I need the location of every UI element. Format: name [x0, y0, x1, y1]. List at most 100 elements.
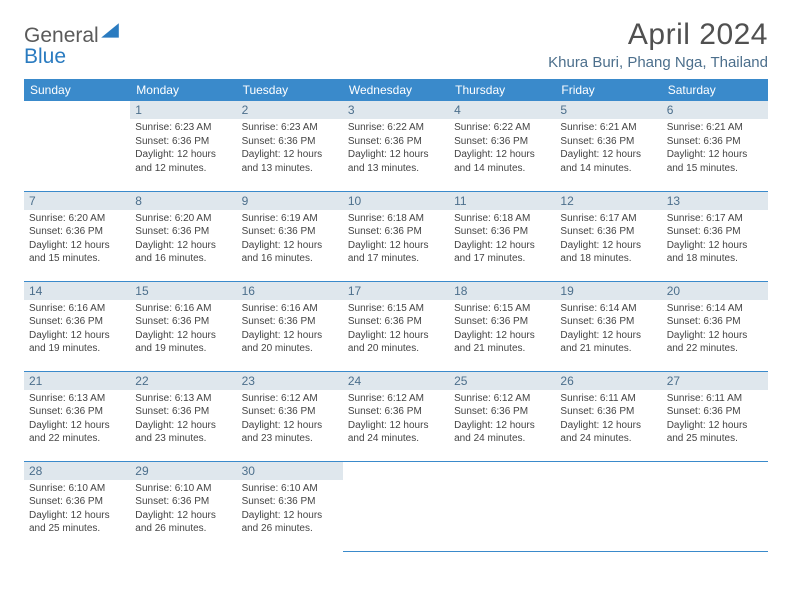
- day-header: Saturday: [662, 79, 768, 101]
- day-detail: Sunrise: 6:23 AMSunset: 6:36 PMDaylight:…: [237, 119, 343, 179]
- sunset-text: Sunset: 6:36 PM: [135, 405, 231, 419]
- calendar-body: 1Sunrise: 6:23 AMSunset: 6:36 PMDaylight…: [24, 101, 768, 551]
- day-number: 24: [343, 372, 449, 390]
- day-detail: Sunrise: 6:13 AMSunset: 6:36 PMDaylight:…: [130, 390, 236, 450]
- day-cell: 4Sunrise: 6:22 AMSunset: 6:36 PMDaylight…: [449, 101, 555, 191]
- day-number: 19: [555, 282, 661, 300]
- day-number: 20: [662, 282, 768, 300]
- daylight-text: Daylight: 12 hours and 19 minutes.: [29, 329, 125, 356]
- day-detail: Sunrise: 6:11 AMSunset: 6:36 PMDaylight:…: [555, 390, 661, 450]
- day-cell: 23Sunrise: 6:12 AMSunset: 6:36 PMDayligh…: [237, 371, 343, 461]
- sunrise-text: Sunrise: 6:20 AM: [29, 212, 125, 226]
- sunrise-text: Sunrise: 6:10 AM: [242, 482, 338, 496]
- day-cell: 29Sunrise: 6:10 AMSunset: 6:36 PMDayligh…: [130, 461, 236, 551]
- daylight-text: Daylight: 12 hours and 13 minutes.: [348, 148, 444, 175]
- day-number: 28: [24, 462, 130, 480]
- sunset-text: Sunset: 6:36 PM: [135, 225, 231, 239]
- sunrise-text: Sunrise: 6:18 AM: [454, 212, 550, 226]
- sunset-text: Sunset: 6:36 PM: [29, 315, 125, 329]
- daylight-text: Daylight: 12 hours and 24 minutes.: [454, 419, 550, 446]
- sunset-text: Sunset: 6:36 PM: [667, 315, 763, 329]
- daylight-text: Daylight: 12 hours and 17 minutes.: [348, 239, 444, 266]
- day-cell: [24, 101, 130, 191]
- sunset-text: Sunset: 6:36 PM: [242, 135, 338, 149]
- day-detail: Sunrise: 6:22 AMSunset: 6:36 PMDaylight:…: [343, 119, 449, 179]
- sunset-text: Sunset: 6:36 PM: [29, 225, 125, 239]
- day-detail: Sunrise: 6:12 AMSunset: 6:36 PMDaylight:…: [343, 390, 449, 450]
- sunrise-text: Sunrise: 6:10 AM: [29, 482, 125, 496]
- day-header: Tuesday: [237, 79, 343, 101]
- day-cell: 9Sunrise: 6:19 AMSunset: 6:36 PMDaylight…: [237, 191, 343, 281]
- sunrise-text: Sunrise: 6:18 AM: [348, 212, 444, 226]
- sunset-text: Sunset: 6:36 PM: [242, 495, 338, 509]
- calendar-head: SundayMondayTuesdayWednesdayThursdayFrid…: [24, 79, 768, 101]
- sunrise-text: Sunrise: 6:15 AM: [454, 302, 550, 316]
- day-cell: 21Sunrise: 6:13 AMSunset: 6:36 PMDayligh…: [24, 371, 130, 461]
- sunrise-text: Sunrise: 6:22 AM: [454, 121, 550, 135]
- day-detail: Sunrise: 6:16 AMSunset: 6:36 PMDaylight:…: [24, 300, 130, 360]
- daylight-text: Daylight: 12 hours and 23 minutes.: [242, 419, 338, 446]
- day-detail: Sunrise: 6:14 AMSunset: 6:36 PMDaylight:…: [662, 300, 768, 360]
- day-number: 22: [130, 372, 236, 390]
- day-number: 3: [343, 101, 449, 119]
- daylight-text: Daylight: 12 hours and 26 minutes.: [242, 509, 338, 536]
- sunset-text: Sunset: 6:36 PM: [348, 135, 444, 149]
- logo-word-2: Blue: [24, 45, 66, 68]
- day-detail: Sunrise: 6:12 AMSunset: 6:36 PMDaylight:…: [237, 390, 343, 450]
- day-detail: Sunrise: 6:15 AMSunset: 6:36 PMDaylight:…: [343, 300, 449, 360]
- day-detail: Sunrise: 6:12 AMSunset: 6:36 PMDaylight:…: [449, 390, 555, 450]
- daylight-text: Daylight: 12 hours and 21 minutes.: [560, 329, 656, 356]
- sunset-text: Sunset: 6:36 PM: [454, 315, 550, 329]
- day-cell: 12Sunrise: 6:17 AMSunset: 6:36 PMDayligh…: [555, 191, 661, 281]
- day-cell: 14Sunrise: 6:16 AMSunset: 6:36 PMDayligh…: [24, 281, 130, 371]
- daylight-text: Daylight: 12 hours and 23 minutes.: [135, 419, 231, 446]
- daylight-text: Daylight: 12 hours and 16 minutes.: [242, 239, 338, 266]
- daylight-text: Daylight: 12 hours and 14 minutes.: [454, 148, 550, 175]
- day-number: 10: [343, 192, 449, 210]
- sunset-text: Sunset: 6:36 PM: [29, 405, 125, 419]
- day-cell: [555, 461, 661, 551]
- day-number: 25: [449, 372, 555, 390]
- day-cell: 16Sunrise: 6:16 AMSunset: 6:36 PMDayligh…: [237, 281, 343, 371]
- daylight-text: Daylight: 12 hours and 26 minutes.: [135, 509, 231, 536]
- header: General Blue April 2024 Khura Buri, Phan…: [24, 18, 768, 71]
- title-block: April 2024 Khura Buri, Phang Nga, Thaila…: [548, 18, 768, 71]
- sunrise-text: Sunrise: 6:21 AM: [667, 121, 763, 135]
- daylight-text: Daylight: 12 hours and 12 minutes.: [135, 148, 231, 175]
- day-cell: 18Sunrise: 6:15 AMSunset: 6:36 PMDayligh…: [449, 281, 555, 371]
- sunrise-text: Sunrise: 6:22 AM: [348, 121, 444, 135]
- sunset-text: Sunset: 6:36 PM: [560, 315, 656, 329]
- day-number: 7: [24, 192, 130, 210]
- sunrise-text: Sunrise: 6:17 AM: [560, 212, 656, 226]
- sunset-text: Sunset: 6:36 PM: [348, 405, 444, 419]
- day-cell: 26Sunrise: 6:11 AMSunset: 6:36 PMDayligh…: [555, 371, 661, 461]
- day-cell: 28Sunrise: 6:10 AMSunset: 6:36 PMDayligh…: [24, 461, 130, 551]
- daylight-text: Daylight: 12 hours and 20 minutes.: [348, 329, 444, 356]
- sunrise-text: Sunrise: 6:21 AM: [560, 121, 656, 135]
- sunrise-text: Sunrise: 6:12 AM: [242, 392, 338, 406]
- sunrise-text: Sunrise: 6:16 AM: [242, 302, 338, 316]
- sunrise-text: Sunrise: 6:16 AM: [29, 302, 125, 316]
- day-detail: Sunrise: 6:22 AMSunset: 6:36 PMDaylight:…: [449, 119, 555, 179]
- day-detail: Sunrise: 6:10 AMSunset: 6:36 PMDaylight:…: [24, 480, 130, 540]
- daylight-text: Daylight: 12 hours and 24 minutes.: [560, 419, 656, 446]
- daylight-text: Daylight: 12 hours and 17 minutes.: [454, 239, 550, 266]
- day-cell: 3Sunrise: 6:22 AMSunset: 6:36 PMDaylight…: [343, 101, 449, 191]
- week-row: 14Sunrise: 6:16 AMSunset: 6:36 PMDayligh…: [24, 281, 768, 371]
- daylight-text: Daylight: 12 hours and 18 minutes.: [667, 239, 763, 266]
- week-row: 1Sunrise: 6:23 AMSunset: 6:36 PMDaylight…: [24, 101, 768, 191]
- sunrise-text: Sunrise: 6:13 AM: [135, 392, 231, 406]
- sunset-text: Sunset: 6:36 PM: [454, 225, 550, 239]
- day-detail: Sunrise: 6:17 AMSunset: 6:36 PMDaylight:…: [555, 210, 661, 270]
- day-cell: 17Sunrise: 6:15 AMSunset: 6:36 PMDayligh…: [343, 281, 449, 371]
- sunrise-text: Sunrise: 6:12 AM: [348, 392, 444, 406]
- sunset-text: Sunset: 6:36 PM: [454, 405, 550, 419]
- daylight-text: Daylight: 12 hours and 13 minutes.: [242, 148, 338, 175]
- day-detail: Sunrise: 6:21 AMSunset: 6:36 PMDaylight:…: [555, 119, 661, 179]
- sunrise-text: Sunrise: 6:17 AM: [667, 212, 763, 226]
- day-detail: Sunrise: 6:17 AMSunset: 6:36 PMDaylight:…: [662, 210, 768, 270]
- day-number: 6: [662, 101, 768, 119]
- sunrise-text: Sunrise: 6:19 AM: [242, 212, 338, 226]
- week-row: 21Sunrise: 6:13 AMSunset: 6:36 PMDayligh…: [24, 371, 768, 461]
- daylight-text: Daylight: 12 hours and 25 minutes.: [29, 509, 125, 536]
